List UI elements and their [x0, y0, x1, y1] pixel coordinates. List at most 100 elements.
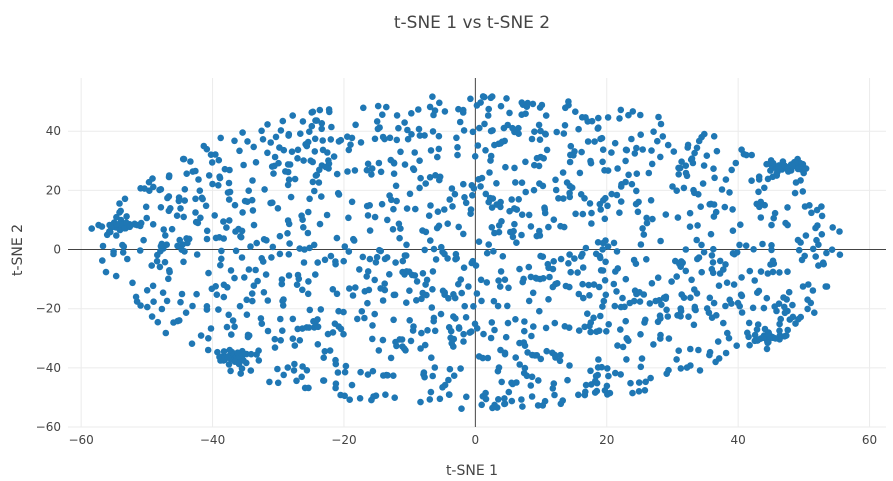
scatter-point	[516, 265, 523, 273]
scatter-point	[789, 301, 796, 309]
scatter-point	[293, 281, 301, 289]
scatter-point	[485, 241, 493, 248]
scatter-point	[495, 277, 502, 284]
scatter-point	[535, 377, 542, 384]
scatter-point	[559, 397, 566, 404]
scatter-point	[723, 279, 731, 287]
scatter-point	[580, 294, 587, 302]
scatter-point	[722, 176, 730, 183]
scatter-point	[657, 120, 665, 128]
scatter-point	[288, 148, 296, 155]
scatter-point	[220, 293, 228, 301]
scatter-point	[371, 276, 379, 284]
scatter-point	[395, 124, 402, 132]
scatter-point	[829, 224, 836, 231]
scatter-point	[763, 294, 771, 302]
scatter-point	[142, 203, 150, 211]
scatter-point	[145, 178, 153, 186]
scatter-point	[386, 271, 393, 278]
scatter-point	[223, 323, 231, 331]
scatter-point	[707, 230, 715, 238]
scatter-point	[669, 183, 676, 190]
scatter-point	[755, 188, 762, 196]
scatter-point	[371, 310, 379, 318]
scatter-point	[504, 121, 512, 129]
scatter-point	[430, 111, 437, 119]
scatter-point	[774, 168, 781, 176]
scatter-point	[478, 297, 485, 305]
scatter-point	[543, 146, 551, 154]
scatter-point	[390, 170, 398, 177]
scatter-point	[712, 358, 719, 366]
scatter-point	[447, 334, 454, 342]
scatter-point	[746, 267, 754, 275]
scatter-point	[373, 118, 381, 125]
scatter-point	[202, 202, 210, 210]
scatter-point	[163, 297, 171, 305]
scatter-point	[187, 158, 194, 165]
scatter-point	[327, 252, 335, 260]
scatter-point	[317, 306, 325, 313]
scatter-point	[384, 216, 391, 224]
scatter-point	[689, 159, 697, 167]
scatter-point	[309, 158, 317, 166]
scatter-point	[113, 213, 120, 221]
scatter-point	[809, 287, 817, 294]
scatter-point	[566, 158, 574, 166]
scatter-point	[486, 169, 493, 176]
scatter-point	[794, 236, 802, 244]
scatter-point	[539, 402, 547, 409]
scatter-point	[435, 132, 443, 140]
scatter-point	[781, 303, 788, 311]
scatter-point	[587, 367, 594, 375]
scatter-point	[368, 165, 376, 172]
scatter-point	[527, 382, 535, 389]
scatter-point	[285, 272, 293, 279]
scatter-point	[137, 219, 145, 227]
scatter-point	[687, 362, 694, 369]
scatter-point	[358, 308, 366, 315]
scatter-point	[116, 200, 123, 207]
scatter-point	[579, 280, 586, 288]
chart-title: t-SNE 1 vs t-SNE 2	[394, 13, 550, 33]
scatter-point	[481, 120, 488, 128]
scatter-point	[602, 237, 609, 244]
scatter-point	[193, 290, 200, 298]
scatter-point	[574, 269, 581, 276]
scatter-point	[448, 185, 456, 192]
scatter-point	[586, 200, 594, 207]
scatter-point	[506, 207, 513, 215]
scatter-point	[695, 346, 702, 354]
scatter-point	[240, 161, 247, 169]
scatter-point	[161, 258, 169, 266]
scatter-point	[728, 300, 735, 307]
scatter-point	[364, 371, 372, 378]
scatter-point	[220, 218, 227, 225]
scatter-point	[640, 231, 648, 238]
scatter-point	[525, 263, 533, 271]
scatter-point	[441, 206, 448, 213]
scatter-point	[680, 184, 688, 192]
scatter-point	[670, 148, 678, 155]
scatter-point	[693, 290, 701, 297]
scatter-point	[386, 134, 394, 142]
scatter-point	[218, 255, 225, 263]
scatter-point	[227, 367, 234, 375]
scatter-point	[264, 121, 271, 128]
scatter-point	[348, 381, 356, 389]
scatter-point	[426, 396, 434, 403]
scatter-point	[200, 142, 208, 150]
scatter-point	[180, 258, 187, 266]
scatter-point	[748, 177, 755, 184]
scatter-point	[215, 182, 222, 189]
scatter-point	[379, 297, 387, 304]
scatter-point	[606, 389, 614, 397]
scatter-point	[713, 147, 721, 155]
scatter-point	[622, 178, 629, 186]
scatter-point	[595, 327, 603, 335]
scatter-point	[634, 208, 642, 216]
scatter-point	[404, 135, 412, 143]
scatter-point	[663, 370, 670, 378]
scatter-point	[561, 122, 569, 129]
